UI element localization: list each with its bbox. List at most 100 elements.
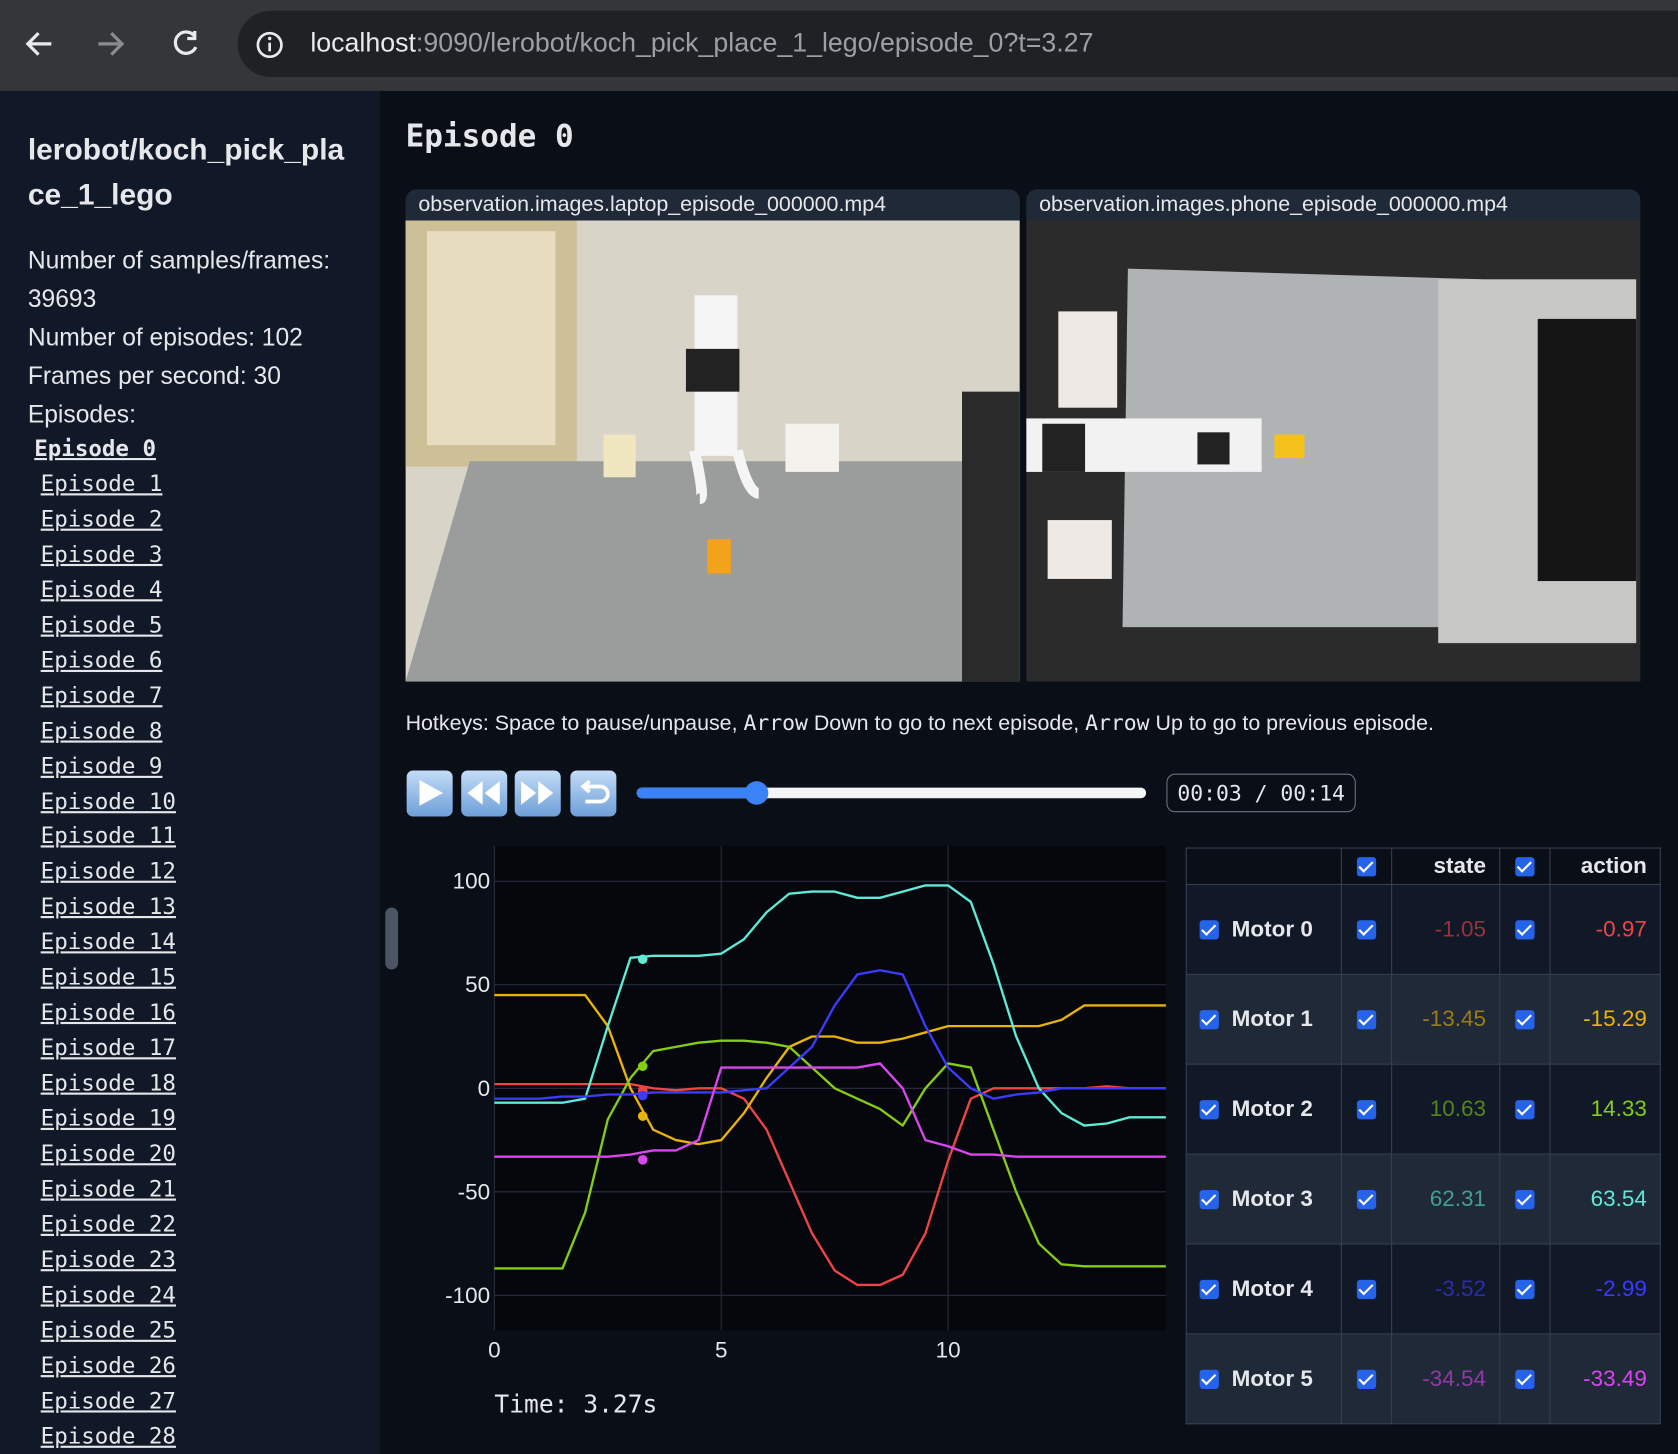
episode-link[interactable]: Episode 1 <box>40 470 163 497</box>
rewind-button[interactable] <box>461 770 508 817</box>
episode-link[interactable]: Episode 14 <box>40 929 176 955</box>
checkbox[interactable] <box>1199 1100 1219 1120</box>
y-tick-label: -100 <box>445 1283 490 1308</box>
state-value: 62.31 <box>1391 1153 1500 1245</box>
episode-link[interactable]: Episode 26 <box>40 1352 176 1378</box>
checkbox[interactable] <box>1514 920 1535 940</box>
back-button[interactable] <box>25 32 52 56</box>
action-value: -15.29 <box>1549 973 1661 1065</box>
episode-link[interactable]: Episode 19 <box>40 1105 176 1132</box>
y-tick-label: 100 <box>453 869 491 894</box>
checkbox[interactable] <box>1514 1279 1535 1300</box>
checkbox[interactable] <box>1514 1100 1535 1120</box>
x-tick-label: 10 <box>936 1337 961 1362</box>
video-filename: observation.images.phone_episode_000000.… <box>1026 189 1641 221</box>
sidebar: lerobot/koch_pick_place_1_lego Number of… <box>0 90 380 1454</box>
episode-link[interactable]: Episode 10 <box>40 788 176 814</box>
episode-link[interactable]: Episode 5 <box>40 611 163 638</box>
scrollbar-thumb[interactable] <box>385 907 399 970</box>
motor-name: Motor 2 <box>1231 1096 1313 1121</box>
state-value: -3.52 <box>1391 1243 1500 1335</box>
episode-link[interactable]: Episode 17 <box>40 1034 176 1061</box>
episode-title: Episode 0 <box>405 117 574 155</box>
episode-link[interactable]: Episode 2 <box>40 506 163 532</box>
browser-toolbar: localhost:9090/lerobot/koch_pick_place_1… <box>0 0 1678 91</box>
episode-link[interactable]: Episode 0 <box>34 435 157 462</box>
checkbox[interactable] <box>1514 1189 1535 1210</box>
episode-link[interactable]: Episode 28 <box>40 1422 176 1449</box>
restart-button[interactable] <box>570 770 617 817</box>
checkbox[interactable] <box>1199 1369 1219 1389</box>
episode-link[interactable]: Episode 7 <box>40 682 163 709</box>
episode-link[interactable]: Episode 11 <box>40 823 176 850</box>
reload-button[interactable] <box>173 30 198 55</box>
motor-name-cell: Motor 3 <box>1185 1153 1342 1245</box>
checkbox[interactable] <box>1356 1100 1377 1120</box>
checkbox[interactable] <box>1199 920 1219 940</box>
header-label: state <box>1391 847 1500 885</box>
checkbox[interactable] <box>1514 1010 1535 1030</box>
episode-link[interactable]: Episode 4 <box>40 576 163 603</box>
forward-button[interactable] <box>514 770 561 817</box>
checkbox[interactable] <box>1356 857 1377 877</box>
checkbox[interactable] <box>1199 1189 1219 1210</box>
motor-row: Motor 2 10.63 14.33 <box>1185 1063 1661 1155</box>
motor-name-cell: Motor 5 <box>1185 1333 1342 1425</box>
stat-line: Number of samples/frames: 39693 <box>27 246 331 313</box>
x-tick-label: 5 <box>715 1337 728 1362</box>
checkbox[interactable] <box>1514 857 1535 877</box>
episode-link[interactable]: Episode 18 <box>40 1070 176 1096</box>
table-header: state action <box>1185 847 1661 885</box>
forward-button[interactable] <box>98 32 125 56</box>
episode-link[interactable]: Episode 20 <box>40 1140 176 1167</box>
motor-name: Motor 3 <box>1231 1186 1313 1211</box>
checkbox[interactable] <box>1356 1279 1377 1300</box>
checkbox[interactable] <box>1356 920 1377 940</box>
episode-link[interactable]: Episode 12 <box>40 858 176 885</box>
series-line <box>494 1039 1166 1270</box>
episode-link[interactable]: Episode 6 <box>40 647 163 673</box>
motor-row: Motor 5 -34.54 -33.49 <box>1185 1333 1661 1425</box>
dataset-title: lerobot/koch_pick_place_1_lego <box>27 132 345 211</box>
episode-link[interactable]: Episode 15 <box>40 964 176 991</box>
site-info-icon[interactable] <box>255 30 285 60</box>
episode-link[interactable]: Episode 22 <box>40 1211 176 1237</box>
episode-link[interactable]: Episode 8 <box>40 717 163 744</box>
checkbox[interactable] <box>1199 1279 1219 1300</box>
stat-line: Number of episodes: 102 <box>27 323 303 351</box>
checkbox[interactable] <box>1514 1369 1535 1389</box>
video-panel: observation.images.phone_episode_000000.… <box>1026 189 1641 682</box>
episode-link[interactable]: Episode 25 <box>40 1317 176 1343</box>
state-value: -1.05 <box>1391 883 1500 975</box>
checkbox[interactable] <box>1356 1189 1377 1210</box>
episode-link[interactable]: Episode 3 <box>40 541 163 567</box>
seek-slider[interactable] <box>631 777 1155 809</box>
player-time: 00:03 / 00:14 <box>1166 773 1356 813</box>
checkbox-cell <box>1498 1243 1551 1335</box>
motor-table: state action Motor 0 -1.05 -0.97 Motor 1 -13.4… <box>1185 847 1661 1425</box>
video-phone[interactable] <box>1026 220 1641 682</box>
episode-link[interactable]: Episode 16 <box>40 999 176 1026</box>
action-value: 63.54 <box>1549 1153 1661 1245</box>
y-tick-label: 50 <box>465 972 490 997</box>
episode-link[interactable]: Episode 24 <box>40 1281 176 1308</box>
header-cell <box>1185 847 1342 885</box>
motor-name-cell: Motor 1 <box>1185 973 1342 1065</box>
action-value: -2.99 <box>1549 1243 1661 1335</box>
video-laptop[interactable] <box>405 220 1020 682</box>
episode-link[interactable]: Episode 27 <box>40 1387 176 1414</box>
checkbox[interactable] <box>1356 1369 1377 1389</box>
time-label: Time: 3.27s <box>494 1390 657 1419</box>
url-host: localhost <box>310 27 416 58</box>
motor-chart: -100 -50 0 50 100 0 5 10 Time: 3.27s <box>445 846 1166 1419</box>
checkbox[interactable] <box>1356 1010 1377 1030</box>
episode-link[interactable]: Episode 23 <box>40 1246 176 1273</box>
episode-link[interactable]: Episode 9 <box>40 752 163 779</box>
play-button[interactable] <box>406 770 453 817</box>
episode-link[interactable]: Episode 13 <box>40 893 176 920</box>
series-line <box>494 1062 1166 1158</box>
checkbox[interactable] <box>1199 1010 1219 1030</box>
episode-link[interactable]: Episode 21 <box>40 1175 176 1202</box>
url-bar[interactable]: localhost:9090/lerobot/koch_pick_place_1… <box>237 10 1678 78</box>
action-value: -0.97 <box>1549 883 1661 975</box>
